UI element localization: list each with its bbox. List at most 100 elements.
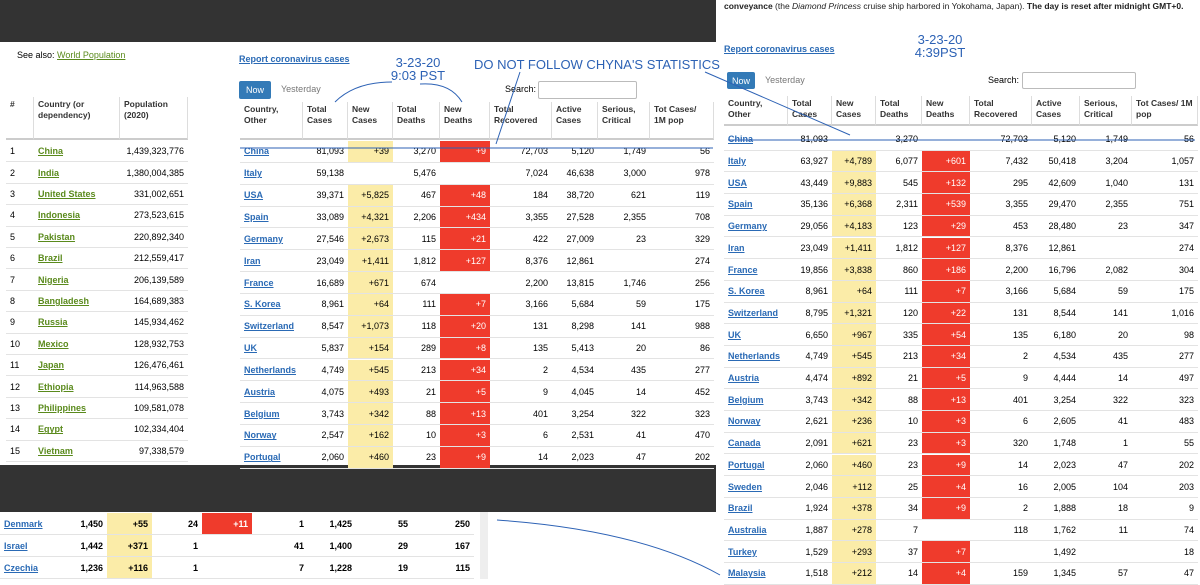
- search-box[interactable]: [1022, 72, 1136, 89]
- country-link[interactable]: Netherlands: [728, 351, 781, 362]
- country-link[interactable]: Italy: [728, 156, 747, 167]
- value-cell: 2,531: [552, 425, 598, 447]
- country-link[interactable]: USA: [728, 177, 748, 188]
- country-link[interactable]: Switzerland: [728, 307, 779, 318]
- tab-yesterday[interactable]: Yesterday: [765, 75, 805, 85]
- value-cell: 18: [1132, 541, 1198, 563]
- country-link[interactable]: Mexico: [38, 338, 69, 349]
- country-link[interactable]: Italy: [244, 168, 263, 179]
- country-link[interactable]: France: [728, 264, 758, 275]
- country-link[interactable]: Philippines: [38, 402, 87, 413]
- country-link[interactable]: China: [728, 134, 754, 145]
- value-cell: +212: [832, 563, 876, 585]
- value-cell: 29,056: [788, 216, 832, 238]
- country-link[interactable]: United States: [38, 188, 96, 199]
- country-link[interactable]: Brazil: [38, 253, 63, 264]
- country-link[interactable]: Iran: [244, 255, 261, 266]
- value-cell: 27,528: [552, 207, 598, 229]
- country-link[interactable]: Portugal: [728, 459, 765, 470]
- country-link[interactable]: USA: [244, 190, 264, 201]
- country-link[interactable]: Indonesia: [38, 210, 81, 221]
- country-link[interactable]: Malaysia: [728, 568, 766, 579]
- tab-now[interactable]: Now: [727, 72, 755, 89]
- country-link[interactable]: Israel: [4, 540, 28, 551]
- country-link[interactable]: France: [244, 277, 274, 288]
- value-cell: +278: [832, 519, 876, 542]
- value-cell: 289: [393, 338, 440, 360]
- value-cell: 8,961: [788, 281, 832, 303]
- tab-yesterday[interactable]: Yesterday: [281, 84, 321, 94]
- country-link[interactable]: Australia: [728, 524, 767, 535]
- value-cell: 4,075: [303, 381, 348, 404]
- country-link[interactable]: China: [244, 146, 270, 157]
- country-link[interactable]: India: [38, 167, 60, 178]
- value-cell: 2,200: [490, 272, 552, 294]
- value-cell: 1,016: [1132, 303, 1198, 325]
- value-cell: [1080, 541, 1132, 563]
- value-cell: 3: [6, 184, 34, 206]
- value-cell: 23: [1080, 216, 1132, 238]
- country-link[interactable]: Japan: [38, 360, 65, 371]
- value-cell: 1,746: [598, 272, 650, 294]
- value-cell: +13: [440, 403, 490, 426]
- country-link[interactable]: S. Korea: [244, 299, 281, 310]
- value-cell: 1,492: [1032, 541, 1080, 563]
- report-link[interactable]: Report coronavirus cases: [239, 54, 350, 64]
- country-link[interactable]: Belgium: [244, 408, 280, 419]
- value-cell: +378: [832, 497, 876, 520]
- country-link[interactable]: Netherlands: [244, 364, 297, 375]
- country-link[interactable]: Nigeria: [38, 274, 69, 285]
- country-cell: Brazil: [34, 248, 120, 270]
- see-also-link[interactable]: World Population: [57, 50, 126, 60]
- country-link[interactable]: Iran: [728, 242, 745, 253]
- value-cell: [832, 129, 876, 151]
- value-cell: 5,120: [1032, 129, 1080, 151]
- country-link[interactable]: Turkey: [728, 546, 757, 557]
- value-cell: +162: [348, 425, 393, 447]
- country-link[interactable]: China: [38, 146, 64, 157]
- country-link[interactable]: Denmark: [4, 518, 43, 529]
- country-link[interactable]: Vietnam: [38, 445, 73, 456]
- country-link[interactable]: UK: [728, 329, 741, 340]
- value-cell: 72,703: [490, 141, 552, 163]
- country-link[interactable]: Germany: [728, 221, 768, 232]
- value-cell: 4,749: [788, 346, 832, 368]
- country-link[interactable]: Brazil: [728, 503, 753, 514]
- country-link[interactable]: Ethiopia: [38, 381, 74, 392]
- value-cell: 7,432: [970, 151, 1032, 173]
- tab-now[interactable]: Now: [239, 81, 271, 99]
- country-link[interactable]: Russia: [38, 317, 68, 328]
- value-cell: 401: [970, 389, 1032, 412]
- country-link[interactable]: Egypt: [38, 424, 64, 435]
- country-link[interactable]: Belgium: [728, 394, 764, 405]
- value-cell: +539: [922, 194, 970, 216]
- country-link[interactable]: Spain: [244, 211, 269, 222]
- value-cell: +5,825: [348, 184, 393, 207]
- country-link[interactable]: Spain: [728, 199, 753, 210]
- value-cell: +127: [440, 250, 490, 273]
- country-link[interactable]: Norway: [244, 430, 277, 441]
- country-link[interactable]: Germany: [244, 233, 284, 244]
- country-link[interactable]: Czechia: [4, 562, 39, 573]
- country-link[interactable]: Pakistan: [38, 231, 76, 242]
- country-link[interactable]: Canada: [728, 438, 761, 449]
- country-link[interactable]: Bangladesh: [38, 295, 90, 306]
- country-link[interactable]: Norway: [728, 416, 761, 427]
- value-cell: 131: [1132, 172, 1198, 195]
- value-cell: 3,254: [552, 403, 598, 426]
- country-link[interactable]: Portugal: [244, 452, 281, 463]
- search-box[interactable]: [538, 81, 637, 99]
- country-link[interactable]: Austria: [244, 386, 276, 397]
- country-link[interactable]: Austria: [728, 373, 760, 384]
- country-cell: Portugal: [724, 455, 788, 477]
- country-link[interactable]: Switzerland: [244, 321, 295, 332]
- report-link[interactable]: Report coronavirus cases: [724, 44, 835, 54]
- country-link[interactable]: Sweden: [728, 481, 763, 492]
- column-header: Serious, Critical: [1080, 96, 1132, 126]
- country-link[interactable]: UK: [244, 343, 257, 354]
- country-cell: Norway: [240, 425, 303, 447]
- value-cell: 470: [650, 425, 714, 447]
- country-link[interactable]: S. Korea: [728, 286, 765, 297]
- value-cell: 59: [1080, 281, 1132, 303]
- value-cell: +9,883: [832, 172, 876, 195]
